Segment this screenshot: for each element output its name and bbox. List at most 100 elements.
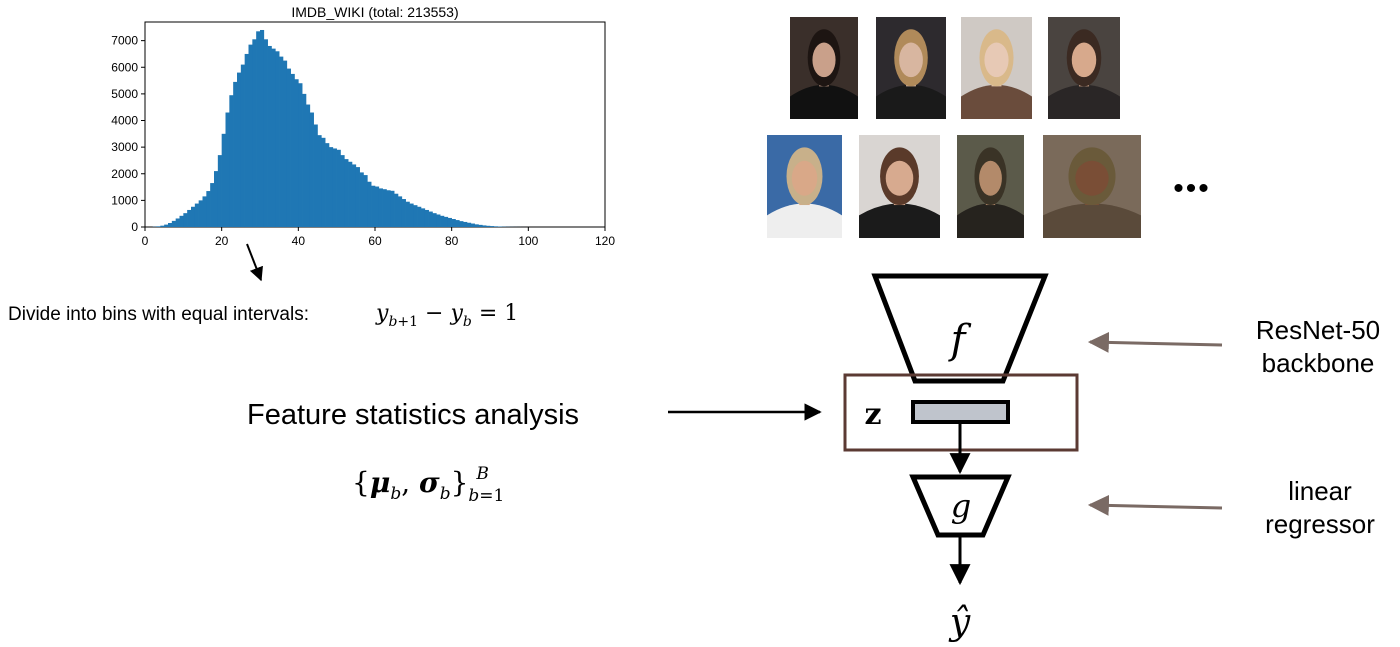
backbone-pointer-arrow xyxy=(1087,331,1223,353)
histogram-bar xyxy=(371,185,376,227)
histogram-bar xyxy=(332,148,337,227)
histogram-bar xyxy=(321,137,326,227)
histogram-bar xyxy=(240,64,245,227)
face-hat-man-photo xyxy=(957,135,1024,238)
histogram-bar xyxy=(194,203,199,227)
histogram-bar xyxy=(271,48,276,227)
histogram-bar xyxy=(294,79,299,227)
histogram-bar xyxy=(486,225,491,227)
backbone-label-line2: backbone xyxy=(1262,348,1375,378)
x-axis-ticks: 0 20 40 60 80 100 120 xyxy=(142,227,615,248)
histogram-bar xyxy=(290,73,295,227)
histogram-bar xyxy=(413,205,418,227)
histogram-bar xyxy=(286,68,291,227)
face-dark-hair-photo xyxy=(859,135,940,238)
histogram-bar xyxy=(233,81,238,228)
y-tick-label: 2000 xyxy=(111,167,138,181)
histogram-bar xyxy=(378,188,383,227)
histogram-bar xyxy=(187,209,192,227)
histogram-bar xyxy=(229,95,234,227)
histogram-bar xyxy=(256,31,261,228)
histogram-bar xyxy=(252,39,257,228)
histogram-bar xyxy=(490,226,495,227)
face-older-man-photo xyxy=(1043,135,1141,238)
histogram-bar xyxy=(183,213,188,227)
histogram-bar xyxy=(164,224,169,227)
histogram-bar xyxy=(405,201,410,227)
y-tick-label: 3000 xyxy=(111,140,138,154)
divide-text: Divide into bins with equal intervals: xyxy=(8,304,309,325)
histogram-bar xyxy=(336,149,341,227)
z-label: z xyxy=(864,397,881,432)
histogram-bar xyxy=(463,221,468,227)
histogram-bar xyxy=(267,45,272,227)
histogram-bar xyxy=(237,72,242,228)
histogram-bar xyxy=(444,216,449,227)
histogram-bar xyxy=(436,214,441,227)
histogram-bar xyxy=(171,220,176,227)
histogram-bar xyxy=(275,51,280,228)
x-tick-label: 100 xyxy=(518,234,538,248)
histogram-bar xyxy=(363,175,368,227)
histogram-bar xyxy=(168,223,173,227)
histogram-bar xyxy=(447,217,452,227)
backbone-label-line1: ResNet-50 xyxy=(1256,315,1380,345)
y-tick-label: 6000 xyxy=(111,60,138,74)
histogram-bar xyxy=(160,225,165,227)
histogram-bar xyxy=(156,226,161,227)
histogram-bar xyxy=(455,220,460,227)
y-tick-label: 0 xyxy=(131,220,138,234)
feature-vector-z xyxy=(911,400,1010,424)
histogram-bar xyxy=(459,221,464,227)
x-tick-label: 80 xyxy=(445,234,459,248)
histogram-bar xyxy=(283,60,288,227)
histogram-bar xyxy=(202,196,207,227)
histogram-bar xyxy=(409,203,414,227)
histogram-bar xyxy=(260,29,265,227)
histogram-bar xyxy=(313,124,318,227)
histogram-bar xyxy=(382,189,387,227)
face-tennis-photo xyxy=(767,135,842,238)
divide-formula: yb+1 − yb = 1 xyxy=(375,301,518,330)
histogram-bar xyxy=(398,196,403,227)
histogram-bar xyxy=(421,208,426,227)
y-tick-label: 1000 xyxy=(111,193,138,207)
regressor-label-line2: regressor xyxy=(1265,509,1375,539)
histogram-bar xyxy=(493,226,498,227)
face-image-grid xyxy=(767,17,1141,238)
histogram-bar xyxy=(198,200,203,227)
x-tick-label: 0 xyxy=(142,234,149,248)
histogram-bar xyxy=(428,211,433,227)
histogram-bar xyxy=(367,181,372,227)
face-man-suit-photo xyxy=(790,17,858,119)
histogram-bar xyxy=(359,172,364,227)
histogram-bar xyxy=(348,161,353,227)
histogram-bar xyxy=(386,190,391,227)
x-tick-label: 20 xyxy=(215,234,229,248)
backbone-f-block xyxy=(871,273,1049,384)
histogram-bar xyxy=(298,83,303,227)
x-tick-label: 60 xyxy=(368,234,382,248)
histogram-bar xyxy=(451,219,456,227)
more-images-dots: ••• xyxy=(1173,172,1211,205)
histogram-bar xyxy=(478,224,483,227)
histogram-bar xyxy=(175,218,180,227)
y-tick-label: 4000 xyxy=(111,114,138,128)
histogram-bars xyxy=(152,29,525,228)
face-blonde-photo xyxy=(961,17,1032,119)
histogram-bar xyxy=(352,164,357,227)
y-hat-label: ŷ xyxy=(948,602,971,643)
histogram-bar xyxy=(390,190,395,227)
y-tick-label: 5000 xyxy=(111,87,138,101)
histogram-bar xyxy=(263,39,268,228)
histogram-bar xyxy=(417,206,422,227)
histogram-bar xyxy=(355,167,360,227)
histogram-bar xyxy=(206,191,211,227)
x-tick-label: 120 xyxy=(595,234,615,248)
regressor-pointer-arrow xyxy=(1087,494,1223,516)
chart-title: IMDB_WIKI (total: 213553) xyxy=(291,4,458,20)
histogram-bar xyxy=(217,155,222,227)
histogram-bar xyxy=(394,193,399,227)
histogram-bar xyxy=(248,44,253,228)
